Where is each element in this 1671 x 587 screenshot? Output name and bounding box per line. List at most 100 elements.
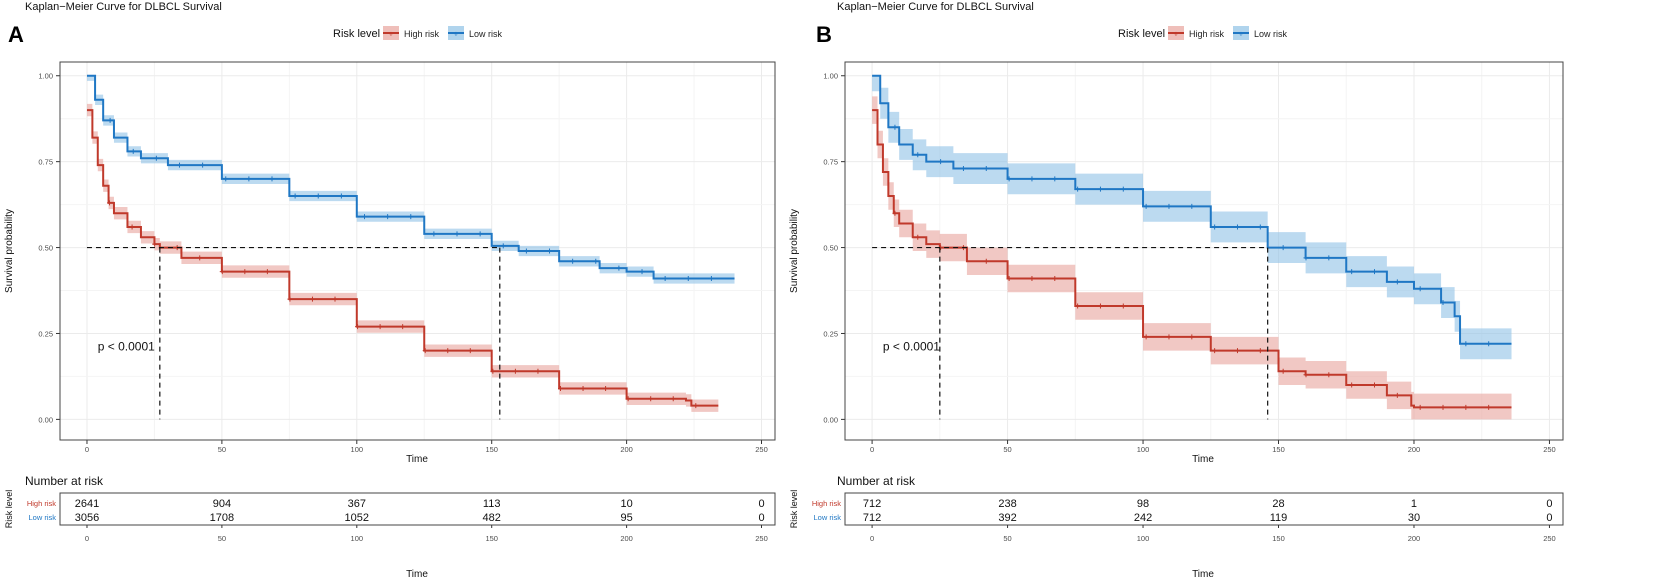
- censor-mark: [1075, 186, 1081, 192]
- x-tick-label: 150: [1272, 445, 1285, 454]
- censor-mark: [960, 166, 966, 172]
- censor-mark: [1463, 404, 1469, 410]
- censor-mark: [570, 258, 576, 264]
- risk-table-box: [844, 492, 1564, 526]
- x-tick-label: 200: [1408, 445, 1421, 454]
- risk-table-cell: 95: [620, 512, 632, 524]
- censor-mark: [400, 324, 406, 330]
- censor-mark: [153, 155, 159, 161]
- risk-table-x-tick-label: 250: [1543, 534, 1556, 543]
- risk-table-x-tick-label: 0: [870, 534, 874, 543]
- censor-mark: [983, 258, 989, 264]
- km-panel-b: B Kaplan−Meier Curve for DLBCL Survival Ri…: [789, 1, 1564, 580]
- survival-curve: [86, 74, 735, 280]
- legend-key-censor-mark: +: [454, 30, 459, 39]
- censor-mark: [1372, 269, 1377, 275]
- censor-mark: [1097, 186, 1103, 192]
- censor-mark: [1486, 341, 1492, 347]
- survival-curve: [872, 109, 1512, 409]
- legend-key-censor-mark: +: [1239, 30, 1244, 39]
- x-tick-label: 250: [1543, 445, 1556, 454]
- censor-mark: [1440, 404, 1446, 410]
- legend-entry-label: Low risk: [1254, 29, 1288, 39]
- censor-mark: [1029, 176, 1035, 182]
- censor-mark: [708, 275, 714, 281]
- censor-mark: [1372, 382, 1377, 388]
- censor-mark: [477, 231, 483, 237]
- censor-mark: [1212, 224, 1218, 230]
- censor-mark: [246, 176, 252, 182]
- censor-mark: [490, 368, 496, 374]
- censor-mark: [1189, 203, 1195, 209]
- risk-table-cell: 238: [998, 498, 1016, 510]
- risk-table-cell: 0: [758, 498, 764, 510]
- censor-mark: [422, 348, 428, 354]
- risk-table-row-label: Low risk: [813, 513, 841, 522]
- legend: Risk level + High risk + Low risk: [333, 26, 503, 40]
- chart-title: Kaplan−Meier Curve for DLBCL Survival: [837, 1, 1034, 13]
- censor-mark: [309, 296, 315, 302]
- risk-table-x-tick-label: 150: [485, 534, 498, 543]
- censor-mark: [1234, 348, 1240, 354]
- censor-mark: [315, 193, 321, 199]
- survival-curve: [872, 74, 1512, 345]
- panel-label: A: [8, 22, 24, 47]
- censor-mark: [892, 124, 898, 130]
- censor-mark: [535, 368, 541, 374]
- censor-mark: [332, 296, 338, 302]
- censor-mark: [603, 385, 609, 391]
- plot-border: [59, 61, 776, 441]
- censor-mark: [362, 214, 368, 220]
- x-axis-label: Time: [1192, 454, 1214, 465]
- y-tick-label: 0.25: [38, 329, 53, 338]
- censor-mark: [385, 214, 391, 220]
- censor-mark: [338, 193, 344, 199]
- censor-mark: [685, 275, 691, 281]
- censor-mark: [915, 234, 921, 240]
- legend-key-censor-mark: +: [389, 30, 394, 39]
- censor-mark: [377, 324, 383, 330]
- censor-mark: [1166, 334, 1172, 340]
- risk-table: Number at risk High risk 712 238 98 28 1 0 Low r…: [789, 474, 1564, 580]
- legend: Risk level + High risk + Low risk: [1118, 26, 1288, 40]
- risk-table-x-tick-label: 250: [755, 534, 768, 543]
- risk-table-cell: 0: [758, 512, 764, 524]
- x-tick-label: 0: [85, 445, 89, 454]
- censor-mark: [512, 368, 518, 374]
- censor-mark: [1189, 334, 1195, 340]
- risk-table-x-tick-label: 50: [1003, 534, 1011, 543]
- censor-mark: [639, 269, 645, 275]
- censor-mark: [580, 385, 586, 391]
- censor-mark: [197, 255, 203, 261]
- censor-mark: [547, 248, 553, 254]
- censor-mark: [287, 296, 293, 302]
- censor-mark: [1234, 224, 1240, 230]
- legend-entry-label: High risk: [1189, 29, 1225, 39]
- risk-table-x-tick-label: 100: [351, 534, 364, 543]
- risk-table-x-label: Time: [406, 569, 428, 580]
- censor-mark: [1349, 382, 1355, 388]
- censor-mark: [1303, 255, 1309, 261]
- censor-mark: [107, 200, 113, 206]
- censor-mark: [223, 176, 229, 182]
- censor-mark: [1257, 224, 1263, 230]
- confidence-band: [872, 96, 1512, 420]
- censor-mark: [408, 214, 414, 220]
- risk-table-title: Number at risk: [25, 474, 104, 488]
- risk-table-x-tick-label: 0: [85, 534, 89, 543]
- legend-key-censor-mark: +: [1174, 30, 1179, 39]
- censor-mark: [1120, 186, 1126, 192]
- censor-mark: [1303, 372, 1309, 378]
- risk-table-cell: 482: [483, 512, 501, 524]
- series-high-risk: [872, 96, 1512, 420]
- legend-entry-label: High risk: [404, 29, 440, 39]
- legend-entry-label: Low risk: [469, 29, 503, 39]
- censor-mark: [1052, 176, 1058, 182]
- x-tick-label: 0: [870, 445, 874, 454]
- survival-curve: [86, 109, 719, 407]
- p-value-label: p < 0.0001: [883, 340, 940, 354]
- censor-mark: [454, 231, 460, 237]
- risk-table-cell: 1: [1411, 498, 1417, 510]
- censor-mark: [1052, 275, 1058, 281]
